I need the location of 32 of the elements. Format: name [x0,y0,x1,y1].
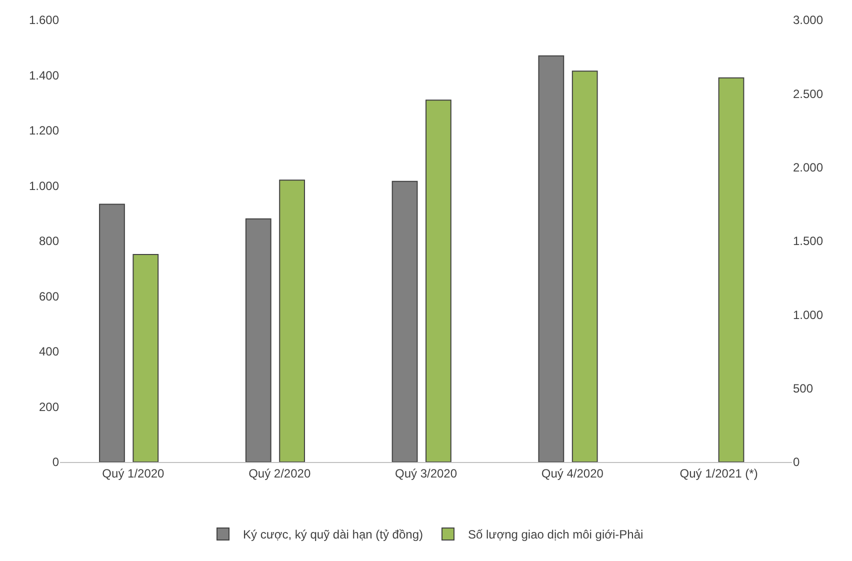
y-tick-label: 0 [52,455,60,470]
bar [392,180,418,462]
y-tick-label: 1.600 [28,13,60,28]
x-tick-label: Quý 3/2020 [394,466,458,480]
y2-tick-label: 500 [793,382,814,396]
x-tick-label: Quý 2/2020 [248,466,311,480]
y-tick-label: 600 [38,289,60,304]
x-tick-label: Quý 1/2020 [102,466,165,480]
y2-tick-label: 0 [793,455,800,470]
y2-tick-label: 3.000 [793,13,824,28]
legend-label: Số lượng giao dịch môi giới-Phải [468,528,644,542]
bar [718,77,744,462]
bar [99,204,125,462]
bar [426,100,452,462]
y2-tick-label: 2.500 [793,86,824,101]
y-tick-label: 1.200 [28,124,60,138]
y2-tick-label: 1.500 [793,234,824,248]
y-tick-label: 1.000 [28,178,60,193]
y2-tick-label: 2.000 [793,160,824,175]
y2-tick-label: 1.000 [793,308,824,322]
y-tick-label: 400 [38,344,60,359]
y-tick-label: 800 [38,234,60,248]
y-tick-label: 1.400 [28,68,60,82]
bar [538,55,564,462]
bar [572,70,598,462]
x-tick-label: Quý 1/2021 (*) [680,466,758,480]
bar [279,180,305,462]
x-tick-label: Quý 4/2020 [541,466,604,480]
y-tick-label: 200 [38,400,60,414]
bar [245,218,272,462]
bar [132,254,159,462]
legend-label: Ký cược, ký quỹ dài hạn (tỷ đồng) [243,528,423,542]
